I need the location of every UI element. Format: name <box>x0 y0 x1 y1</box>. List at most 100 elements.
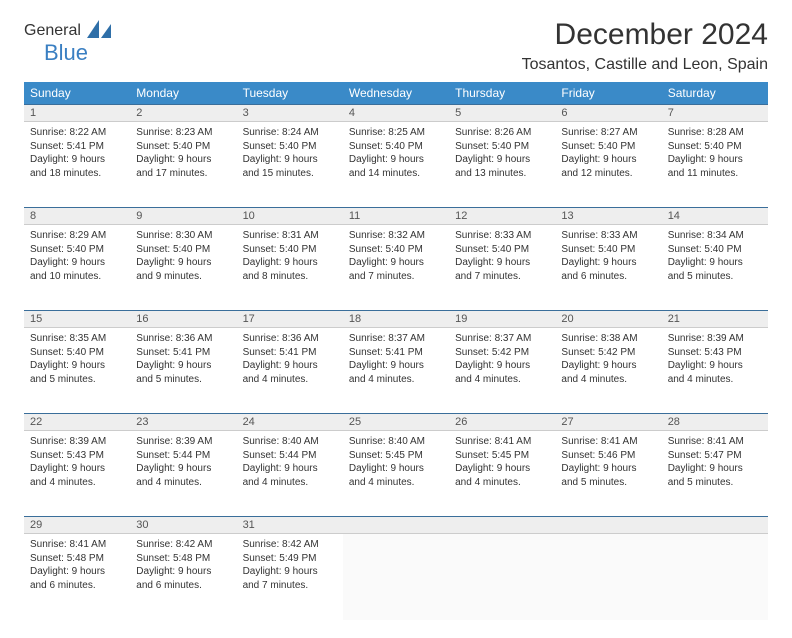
daylight-line: Daylight: 9 hours and 9 minutes. <box>136 256 230 283</box>
sunset-line: Sunset: 5:40 PM <box>349 243 443 257</box>
day-number-cell <box>343 517 449 534</box>
sunrise-line: Sunrise: 8:37 AM <box>455 332 549 346</box>
day-body-cell: Sunrise: 8:42 AMSunset: 5:49 PMDaylight:… <box>237 534 343 620</box>
sunrise-line: Sunrise: 8:33 AM <box>561 229 655 243</box>
day-number-row: 22232425262728 <box>24 414 768 431</box>
day-body-cell: Sunrise: 8:28 AMSunset: 5:40 PMDaylight:… <box>662 122 768 208</box>
sunrise-line: Sunrise: 8:42 AM <box>136 538 230 552</box>
daylight-line: Daylight: 9 hours and 12 minutes. <box>561 153 655 180</box>
sunset-line: Sunset: 5:40 PM <box>136 243 230 257</box>
day-body-cell: Sunrise: 8:40 AMSunset: 5:44 PMDaylight:… <box>237 431 343 517</box>
day-number-row: 293031 <box>24 517 768 534</box>
daylight-line: Daylight: 9 hours and 4 minutes. <box>349 462 443 489</box>
sunrise-line: Sunrise: 8:39 AM <box>30 435 124 449</box>
day-body-cell: Sunrise: 8:40 AMSunset: 5:45 PMDaylight:… <box>343 431 449 517</box>
sunrise-line: Sunrise: 8:29 AM <box>30 229 124 243</box>
sunset-line: Sunset: 5:41 PM <box>30 140 124 154</box>
daylight-line: Daylight: 9 hours and 5 minutes. <box>668 256 762 283</box>
day-body-cell <box>449 534 555 620</box>
calendar-table: SundayMondayTuesdayWednesdayThursdayFrid… <box>24 82 768 620</box>
daylight-line: Daylight: 9 hours and 5 minutes. <box>30 359 124 386</box>
sunrise-line: Sunrise: 8:27 AM <box>561 126 655 140</box>
day-body-cell: Sunrise: 8:29 AMSunset: 5:40 PMDaylight:… <box>24 225 130 311</box>
logo-word1: General <box>24 22 81 40</box>
sunset-line: Sunset: 5:44 PM <box>243 449 337 463</box>
day-body-cell: Sunrise: 8:32 AMSunset: 5:40 PMDaylight:… <box>343 225 449 311</box>
day-number-cell <box>662 517 768 534</box>
sunset-line: Sunset: 5:44 PM <box>136 449 230 463</box>
sunrise-line: Sunrise: 8:35 AM <box>30 332 124 346</box>
daylight-line: Daylight: 9 hours and 4 minutes. <box>455 359 549 386</box>
sunrise-line: Sunrise: 8:36 AM <box>243 332 337 346</box>
day-number-cell: 28 <box>662 414 768 431</box>
logo-sail-icon <box>87 18 113 43</box>
daylight-line: Daylight: 9 hours and 5 minutes. <box>136 359 230 386</box>
sunset-line: Sunset: 5:45 PM <box>349 449 443 463</box>
daylight-line: Daylight: 9 hours and 4 minutes. <box>243 359 337 386</box>
sunset-line: Sunset: 5:40 PM <box>561 243 655 257</box>
day-body-cell: Sunrise: 8:41 AMSunset: 5:45 PMDaylight:… <box>449 431 555 517</box>
logo: General Blue <box>24 18 113 43</box>
day-number-cell: 13 <box>555 208 661 225</box>
day-body-cell: Sunrise: 8:27 AMSunset: 5:40 PMDaylight:… <box>555 122 661 208</box>
sunrise-line: Sunrise: 8:31 AM <box>243 229 337 243</box>
day-body-row: Sunrise: 8:22 AMSunset: 5:41 PM Daylight:… <box>24 122 768 208</box>
daylight-line: Daylight: 9 hours and 13 minutes. <box>455 153 549 180</box>
day-body-cell: Sunrise: 8:23 AMSunset: 5:40 PMDaylight:… <box>130 122 236 208</box>
day-body-cell: Sunrise: 8:37 AMSunset: 5:41 PMDaylight:… <box>343 328 449 414</box>
sunrise-line: Sunrise: 8:39 AM <box>136 435 230 449</box>
day-number-row: 15161718192021 <box>24 311 768 328</box>
day-body-cell <box>343 534 449 620</box>
sunrise-line: Sunrise: 8:22 AM <box>30 126 124 140</box>
day-body-cell: Sunrise: 8:34 AMSunset: 5:40 PMDaylight:… <box>662 225 768 311</box>
day-body-cell: Sunrise: 8:31 AMSunset: 5:40 PMDaylight:… <box>237 225 343 311</box>
daylight-line: Daylight: 9 hours and 15 minutes. <box>243 153 337 180</box>
day-body-cell: Sunrise: 8:36 AMSunset: 5:41 PMDaylight:… <box>130 328 236 414</box>
day-body-cell: Sunrise: 8:26 AMSunset: 5:40 PMDaylight:… <box>449 122 555 208</box>
day-body-cell: Sunrise: 8:22 AMSunset: 5:41 PMDaylight:… <box>24 122 130 208</box>
day-number-cell: 30 <box>130 517 236 534</box>
day-number-cell: 9 <box>130 208 236 225</box>
sunset-line: Sunset: 5:49 PM <box>243 552 337 566</box>
weekday-header: Saturday <box>662 82 768 105</box>
day-number-row: 1234567 <box>24 105 768 122</box>
day-number-cell: 1 <box>24 105 130 122</box>
day-number-cell: 3 <box>237 105 343 122</box>
day-number-cell <box>555 517 661 534</box>
day-body-cell: Sunrise: 8:39 AMSunset: 5:44 PMDaylight:… <box>130 431 236 517</box>
daylight-line: Daylight: 9 hours and 4 minutes. <box>349 359 443 386</box>
daylight-line: Daylight: 9 hours and 7 minutes. <box>349 256 443 283</box>
day-number-cell: 7 <box>662 105 768 122</box>
page-title: December 2024 <box>522 18 768 52</box>
sunrise-line: Sunrise: 8:34 AM <box>668 229 762 243</box>
day-number-cell: 24 <box>237 414 343 431</box>
sunrise-line: Sunrise: 8:36 AM <box>136 332 230 346</box>
sunrise-line: Sunrise: 8:23 AM <box>136 126 230 140</box>
logo-word2: Blue <box>44 40 88 66</box>
day-number-cell: 4 <box>343 105 449 122</box>
day-body-cell <box>555 534 661 620</box>
day-number-cell: 22 <box>24 414 130 431</box>
day-body-row: Sunrise: 8:41 AMSunset: 5:48 PMDaylight:… <box>24 534 768 620</box>
sunset-line: Sunset: 5:42 PM <box>561 346 655 360</box>
day-body-cell: Sunrise: 8:41 AMSunset: 5:46 PMDaylight:… <box>555 431 661 517</box>
day-body-cell: Sunrise: 8:25 AMSunset: 5:40 PMDaylight:… <box>343 122 449 208</box>
sunset-line: Sunset: 5:48 PM <box>30 552 124 566</box>
weekday-header: Monday <box>130 82 236 105</box>
daylight-line: Daylight: 9 hours and 6 minutes. <box>561 256 655 283</box>
day-number-cell: 21 <box>662 311 768 328</box>
daylight-line: Daylight: 9 hours and 5 minutes. <box>561 462 655 489</box>
day-number-cell: 19 <box>449 311 555 328</box>
sunset-line: Sunset: 5:40 PM <box>30 243 124 257</box>
weekday-header: Thursday <box>449 82 555 105</box>
sunset-line: Sunset: 5:40 PM <box>349 140 443 154</box>
day-body-cell: Sunrise: 8:41 AMSunset: 5:48 PMDaylight:… <box>24 534 130 620</box>
title-block: December 2024 Tosantos, Castille and Leo… <box>522 18 768 74</box>
sunrise-line: Sunrise: 8:38 AM <box>561 332 655 346</box>
weekday-header: Sunday <box>24 82 130 105</box>
sunrise-line: Sunrise: 8:33 AM <box>455 229 549 243</box>
sunrise-line: Sunrise: 8:37 AM <box>349 332 443 346</box>
sunset-line: Sunset: 5:48 PM <box>136 552 230 566</box>
sunset-line: Sunset: 5:40 PM <box>243 140 337 154</box>
sunset-line: Sunset: 5:43 PM <box>30 449 124 463</box>
